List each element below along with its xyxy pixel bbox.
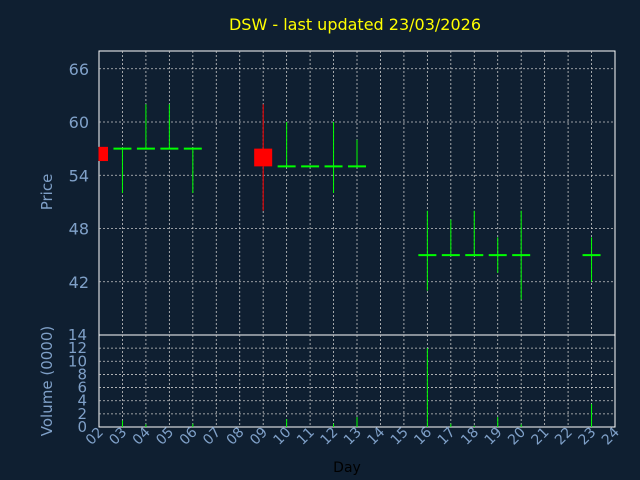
- price-tick-label: 48: [69, 220, 89, 239]
- price-tick-label: 42: [69, 273, 89, 292]
- candle-body: [254, 148, 273, 167]
- price-panel: 42 48 54 60 66: [69, 50, 616, 336]
- volume-tick-label: 10: [68, 352, 87, 370]
- volume-tick-label: 14: [68, 326, 87, 344]
- price-tick-label: 66: [69, 60, 89, 79]
- price-tick-label: 54: [69, 166, 89, 185]
- volume-axis-label: Volume (0000): [38, 326, 56, 436]
- candle-body: [99, 146, 108, 162]
- volume-tick-label: 8: [77, 365, 87, 383]
- price-axis-label: Price: [38, 174, 56, 211]
- chart-title: DSW - last updated 23/03/2026: [229, 15, 481, 34]
- x-axis-label: Day: [333, 460, 361, 476]
- volume-tick-label: 12: [68, 339, 87, 357]
- price-tick-label: 60: [69, 113, 89, 132]
- volume-tick-label: 4: [77, 392, 87, 410]
- volume-tick-label: 0: [77, 418, 87, 436]
- volume-tick-label: 6: [77, 379, 87, 397]
- x-axis: 02 03 04 05 06 07 08 09 10 11 12 13 14 15 16 17 18 19 20 21…: [83, 424, 623, 448]
- volume-tick-label: 2: [77, 405, 87, 423]
